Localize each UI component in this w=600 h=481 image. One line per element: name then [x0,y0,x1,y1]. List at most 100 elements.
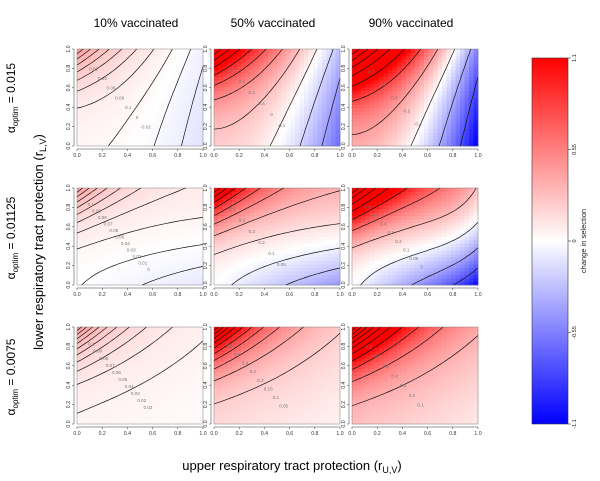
heatmap-cell [126,198,132,203]
heatmap-cell [176,80,181,84]
heatmap-cell [113,191,118,196]
heatmap-cell [108,246,114,251]
heatmap-cell [331,139,336,143]
heatmap-cell [397,226,402,230]
heatmap-cell [227,90,233,95]
heatmap-cell [322,118,327,123]
heatmap-cell [356,55,362,60]
heatmap-cell [77,188,82,192]
heatmap-cell [464,121,470,126]
heatmap-cell [388,59,393,64]
heatmap-cell [250,257,255,262]
contour-label: 0.6 [391,95,398,100]
heatmap-cell [198,212,204,217]
heatmap-cell [370,194,375,199]
heatmap-cell [149,49,154,53]
heatmap-cell [331,188,336,192]
heatmap-cell [326,236,332,241]
heatmap-cell [122,97,127,102]
heatmap-cell [95,281,100,286]
heatmap-cell [198,198,204,203]
heatmap-cell [335,267,341,272]
heatmap-cell [104,62,109,67]
heatmap-cell [250,215,255,220]
heatmap-cell [149,215,154,220]
heatmap-cell [218,49,224,53]
heatmap-cell [331,253,336,258]
heatmap-cell [250,278,255,282]
heatmap-cell [214,142,219,147]
heatmap-cell [433,52,438,57]
heatmap-cell [104,135,109,140]
contour-line [153,48,192,147]
heatmap-cell [245,76,251,81]
heatmap-cell [313,76,318,81]
heatmap-cell [254,125,260,130]
heatmap-cell [473,250,479,255]
heatmap-cell [77,87,82,91]
heatmap-cell [469,243,474,248]
heatmap-cell [286,250,291,255]
heatmap-cell [451,264,456,269]
heatmap-cell [254,142,260,147]
heatmap-cell [469,142,474,147]
heatmap-cell [113,257,118,262]
heatmap-cell [149,257,154,262]
heatmap-cell [245,132,251,136]
heatmap-cell [392,49,398,53]
heatmap-cell [469,257,474,262]
heatmap-cell [410,264,416,269]
heatmap-cell [117,52,123,57]
heatmap-cell [331,215,336,220]
heatmap-cell [365,205,371,210]
heatmap-cell [126,264,132,269]
heatmap-cell [419,135,425,140]
heatmap-cell [167,191,172,196]
heatmap-cell [388,76,393,81]
heatmap-cell [433,118,438,123]
heatmap-cell [189,121,195,126]
heatmap-cell [388,104,393,109]
heatmap-cell [299,100,305,105]
y-tick-label: 0.2 [341,262,347,269]
heatmap-cell [180,243,186,248]
heatmap-cell [117,191,123,196]
heatmap-cell [176,194,181,199]
heatmap-cell [214,194,219,199]
heatmap-cell [451,80,456,84]
heatmap-cell [198,194,204,199]
heatmap-cell [277,139,282,143]
heatmap-cell [122,257,127,262]
heatmap-cell [370,83,375,88]
heatmap-cell [374,191,380,196]
heatmap-cell [313,219,318,223]
heatmap-cell [361,229,366,234]
heatmap-cell [95,267,100,272]
heatmap-cell [259,219,264,223]
heatmap-cell [90,239,96,244]
y-tick-label: 0.0 [341,142,347,149]
heatmap-cell [254,62,260,67]
heatmap-cell [460,271,465,275]
heatmap-cell [171,87,177,91]
heatmap-cell [236,59,242,64]
heatmap-cell [419,107,425,112]
heatmap-cell [254,212,260,217]
heatmap-cell [117,90,123,95]
heatmap-cell [263,236,269,241]
heatmap-cell [227,114,233,119]
heatmap-cell [317,205,323,210]
heatmap-cell [180,118,186,123]
heatmap-cell [158,59,163,64]
heatmap-cell [401,142,407,147]
heatmap-cell [126,260,132,265]
heatmap-cell [455,49,461,53]
heatmap-cell [277,107,282,112]
heatmap-cell [397,278,402,282]
heatmap-cell [419,111,425,116]
heatmap-cell [361,62,366,67]
heatmap-cell [99,233,105,237]
heatmap-cell [352,274,357,279]
heatmap-cell [446,208,452,213]
heatmap-cell [379,55,384,60]
